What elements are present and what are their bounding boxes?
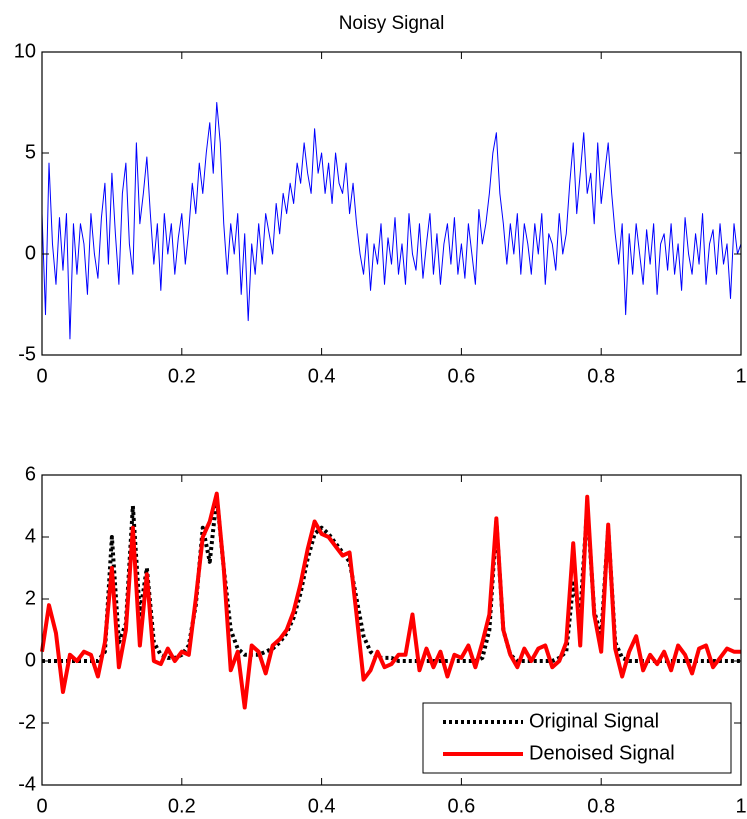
legend-label: Original Signal (529, 710, 659, 732)
y-tick-label: 10 (14, 40, 36, 62)
y-tick-label: 6 (25, 463, 36, 485)
x-tick-label: 1 (735, 365, 746, 387)
legend-box (422, 702, 732, 774)
series-line (42, 494, 741, 663)
x-tick-label: 0.2 (168, 795, 196, 817)
x-tick-label: 0 (36, 795, 47, 817)
legend-label: Denoised Signal (529, 742, 675, 764)
y-tick-label: -2 (18, 711, 36, 733)
axes-box (41, 474, 742, 786)
x-tick-label: 0.6 (447, 365, 475, 387)
y-tick-label: 0 (25, 242, 36, 264)
x-tick-label: 0.8 (587, 795, 615, 817)
y-tick-label: -5 (18, 343, 36, 365)
series-line (41, 102, 742, 340)
series-line (40, 491, 741, 710)
y-tick-label: 4 (25, 525, 36, 547)
y-tick-label: 0 (25, 649, 36, 671)
y-tick-label: 2 (25, 587, 36, 609)
chart-title: Noisy Signal (339, 13, 445, 34)
x-tick-label: 0.4 (308, 795, 336, 817)
y-tick-label: -4 (18, 773, 36, 795)
axes-box (41, 51, 742, 356)
x-tick-label: 1 (735, 795, 746, 817)
x-tick-label: 0.2 (168, 365, 196, 387)
plot-area (42, 52, 741, 355)
x-tick-label: 0.6 (447, 795, 475, 817)
x-tick-label: 0 (36, 365, 47, 387)
x-tick-label: 0.4 (308, 365, 336, 387)
y-tick-label: 5 (25, 141, 36, 163)
x-tick-label: 0.8 (587, 365, 615, 387)
